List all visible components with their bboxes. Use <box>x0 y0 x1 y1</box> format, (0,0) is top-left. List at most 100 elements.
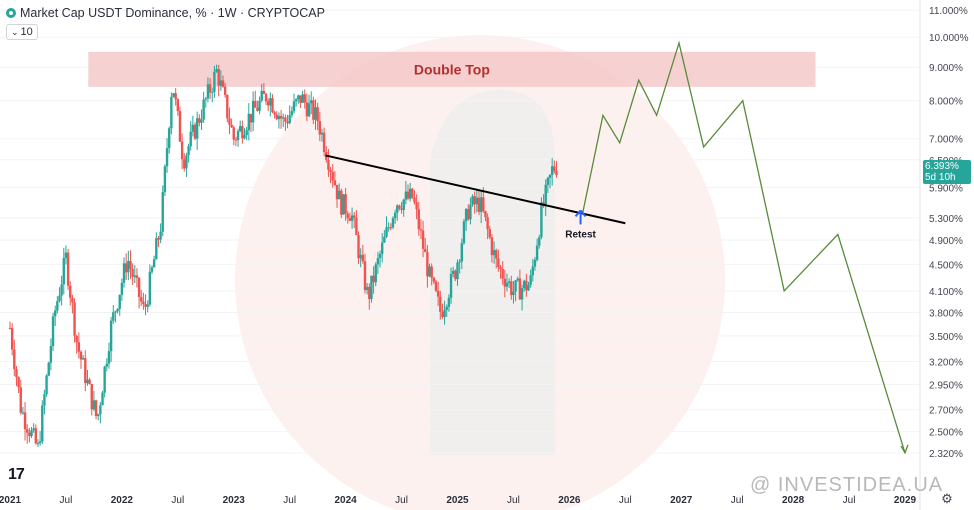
candle-body <box>441 311 444 317</box>
candle-body <box>43 394 46 406</box>
x-axis: 2021 Jul 2022 Jul 2023 Jul 2024 Jul 2025 Jul 2026 J… <box>0 495 917 506</box>
candle-body <box>482 197 485 211</box>
candle-body <box>77 342 81 352</box>
candle-body <box>342 194 345 215</box>
candle-body <box>421 230 425 249</box>
x-tick-label: Jul <box>731 495 744 506</box>
candle-body <box>211 91 214 93</box>
candle-body <box>8 327 12 329</box>
candle-body <box>445 306 448 310</box>
candle-body <box>75 335 78 343</box>
candle-body <box>198 118 201 123</box>
candle-body <box>460 243 464 262</box>
candle-body <box>527 285 530 291</box>
x-tick-label: 2026 <box>558 495 581 506</box>
candle-body <box>310 100 313 104</box>
candle-body <box>275 114 278 120</box>
candle-body <box>180 141 184 160</box>
candle-body <box>228 118 231 125</box>
candle-body <box>88 379 91 385</box>
retest-arrow-icon <box>574 209 587 225</box>
candle-body <box>404 191 408 200</box>
tradingview-logo[interactable]: 17 <box>8 466 25 483</box>
candle-body <box>118 294 121 309</box>
candle-body <box>520 288 524 300</box>
bar-countdown: 5d 10h <box>925 172 956 183</box>
candle-body <box>28 432 31 437</box>
x-tick-label: 2023 <box>223 495 246 506</box>
candle-body <box>64 252 68 259</box>
indicator-chip[interactable]: ⌄ 10 <box>6 24 38 40</box>
x-tick-label: Jul <box>395 495 408 506</box>
current-price-value: 6.393% <box>925 161 959 172</box>
candle-body <box>331 172 334 181</box>
candle-body <box>142 301 145 305</box>
candle-body <box>350 215 354 221</box>
candle-body <box>512 291 515 296</box>
candle-body <box>426 252 429 277</box>
candle-body <box>200 119 203 123</box>
candle-body <box>525 280 528 291</box>
candle-body <box>550 166 554 175</box>
candle-body <box>129 260 132 269</box>
y-tick-label: 3.800% <box>929 309 963 320</box>
candle-body <box>26 429 29 433</box>
indicator-chip-value: 10 <box>20 26 33 38</box>
candle-body <box>127 260 130 273</box>
x-tick-label: Jul <box>171 495 184 506</box>
candle-body <box>32 428 35 431</box>
candle-body <box>165 148 169 167</box>
candle-body <box>213 71 216 92</box>
projection-line <box>582 40 909 455</box>
candle-body <box>195 118 199 139</box>
candle-body <box>10 328 14 350</box>
candle-body <box>499 267 502 270</box>
y-tick-label: 2.950% <box>929 381 963 392</box>
candle-body <box>17 377 20 388</box>
candle-body <box>531 266 535 276</box>
candle-body <box>454 270 457 280</box>
candle-body <box>135 275 139 278</box>
y-axis: 11.000%10.000%9.000%8.000%7.000%6.500%5.… <box>929 6 969 460</box>
x-tick-label: 2025 <box>446 495 469 506</box>
candle-body <box>391 218 395 228</box>
y-tick-label: 11.000% <box>929 6 968 17</box>
candle-body <box>230 124 233 128</box>
candle-body <box>47 362 50 376</box>
status-icon <box>6 8 16 18</box>
candle-body <box>79 351 83 360</box>
y-tick-label: 9.000% <box>929 63 963 74</box>
candle-body <box>344 194 347 214</box>
retest-label: Retest <box>565 229 596 240</box>
candle-body <box>174 93 177 100</box>
candle-body <box>185 155 188 169</box>
candle-body <box>109 320 113 352</box>
candle-body <box>273 112 276 115</box>
candle-body <box>71 297 74 303</box>
x-tick-label: 2029 <box>894 495 917 506</box>
candle-body <box>155 238 158 260</box>
candle-body <box>361 254 365 262</box>
candle-body <box>337 190 341 200</box>
candle-body <box>103 366 106 393</box>
candle-body <box>436 290 440 297</box>
candle-body <box>60 284 63 296</box>
gear-icon[interactable]: ⚙ <box>941 491 953 506</box>
candle-body <box>430 266 433 278</box>
candle-body <box>363 261 367 291</box>
candle-body <box>38 441 42 444</box>
candle-body <box>243 135 246 139</box>
candle-body <box>346 213 349 219</box>
x-tick-label: Jul <box>843 495 856 506</box>
candle-body <box>486 217 489 230</box>
candle-body <box>226 94 229 119</box>
chevron-down-icon: ⌄ <box>11 27 19 37</box>
candle-body <box>97 414 100 417</box>
candle-body <box>368 286 371 300</box>
candle-body <box>484 210 487 218</box>
candle-body <box>402 199 405 210</box>
candle-body <box>92 400 96 410</box>
candle-body <box>170 96 173 129</box>
candle-body <box>254 100 257 108</box>
